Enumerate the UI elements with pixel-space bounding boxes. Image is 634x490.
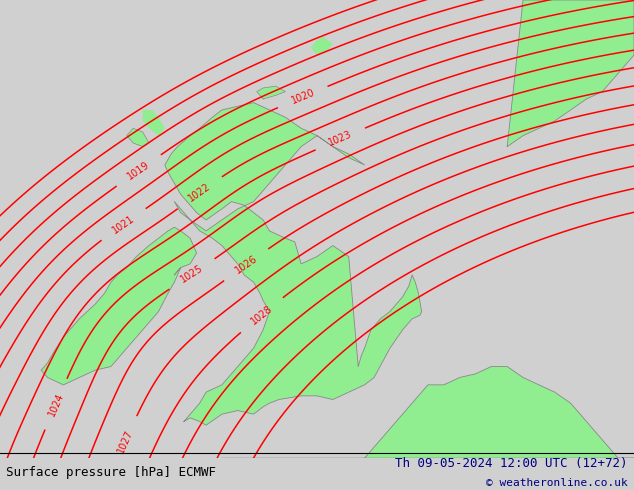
Text: 1025: 1025 (179, 263, 205, 285)
Text: 1021: 1021 (110, 213, 136, 235)
Polygon shape (507, 0, 634, 147)
Text: Th 09-05-2024 12:00 UTC (12+72): Th 09-05-2024 12:00 UTC (12+72) (395, 457, 628, 470)
Polygon shape (41, 227, 197, 385)
Text: 1022: 1022 (187, 181, 213, 204)
Text: Surface pressure [hPa] ECMWF: Surface pressure [hPa] ECMWF (6, 466, 216, 479)
Polygon shape (143, 110, 165, 136)
Text: 1027: 1027 (116, 428, 135, 455)
Polygon shape (206, 367, 634, 490)
Text: 1019: 1019 (126, 159, 152, 181)
Text: 1026: 1026 (233, 253, 259, 276)
Text: 1024: 1024 (46, 391, 65, 417)
Text: © weatheronline.co.uk: © weatheronline.co.uk (486, 478, 628, 488)
Text: 1028: 1028 (249, 303, 275, 326)
Polygon shape (127, 128, 149, 147)
Polygon shape (311, 37, 333, 55)
Polygon shape (165, 102, 422, 425)
Text: 1020: 1020 (289, 88, 316, 106)
Polygon shape (257, 86, 285, 99)
Text: 1023: 1023 (327, 129, 354, 148)
